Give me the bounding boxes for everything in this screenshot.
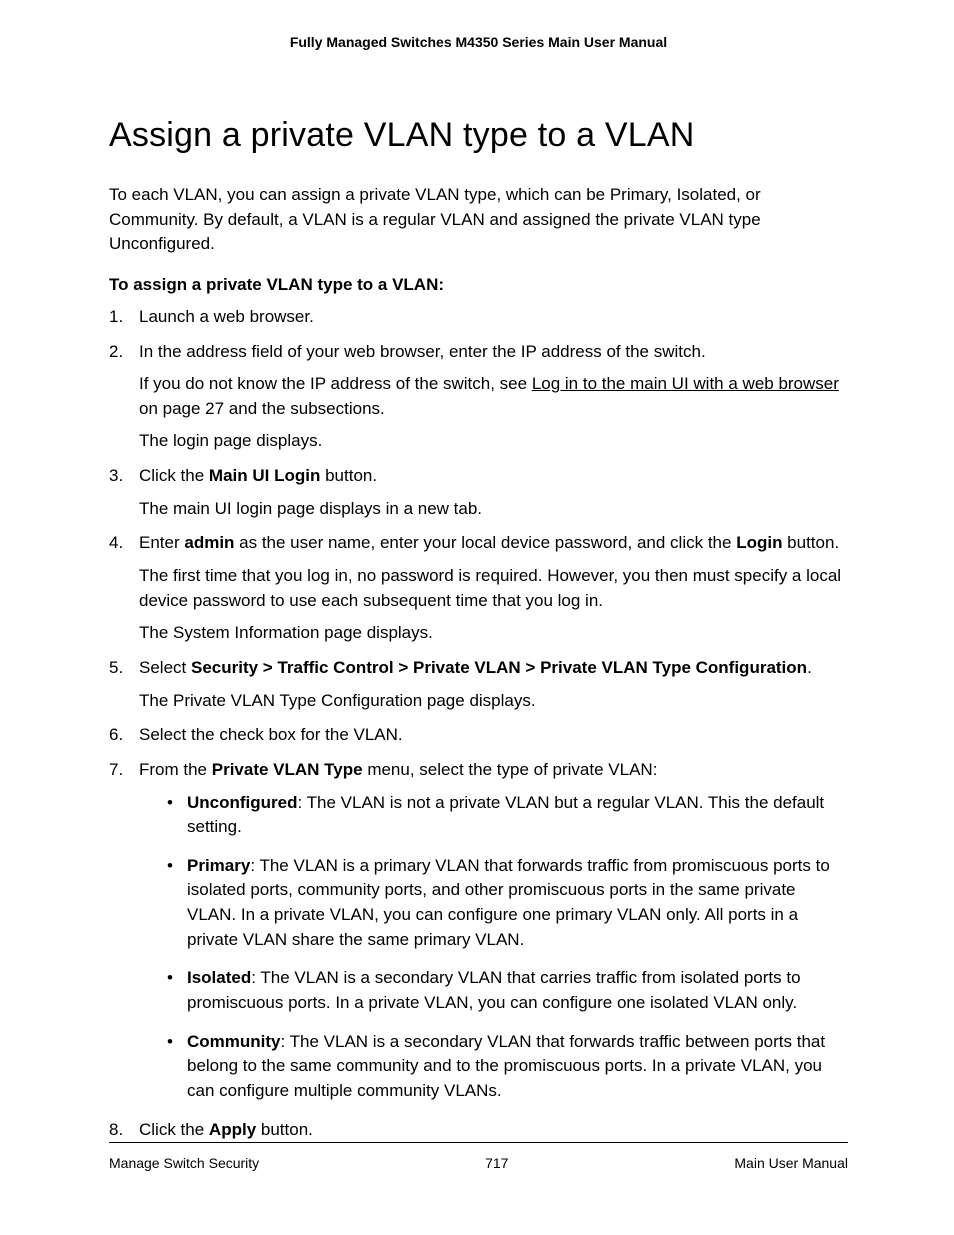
step-7: From the Private VLAN Type menu, select … xyxy=(109,758,848,1104)
vlan-type-list: Unconfigured: The VLAN is not a private … xyxy=(139,791,848,1104)
step-4-pre: Enter xyxy=(139,533,184,552)
step-2-result: The login page displays. xyxy=(139,429,848,454)
vlan-type-primary: Primary: The VLAN is a primary VLAN that… xyxy=(167,854,848,953)
step-8-pre: Click the xyxy=(139,1120,209,1139)
step-2-note: If you do not know the IP address of the… xyxy=(139,372,848,421)
step-7-post: menu, select the type of private VLAN: xyxy=(363,760,658,779)
vlan-type-isolated: Isolated: The VLAN is a secondary VLAN t… xyxy=(167,966,848,1015)
step-8: Click the Apply button. xyxy=(109,1118,848,1143)
footer-page-number: 717 xyxy=(485,1155,508,1171)
step-4-mid: as the user name, enter your local devic… xyxy=(234,533,736,552)
footer-right: Main User Manual xyxy=(734,1155,848,1171)
page-footer: Manage Switch Security 717 Main User Man… xyxy=(109,1142,848,1171)
step-4-b2: Login xyxy=(736,533,782,552)
steps-list: Launch a web browser. In the address fie… xyxy=(109,305,848,1142)
step-2-note-pre: If you do not know the IP address of the… xyxy=(139,374,532,393)
page-container: Fully Managed Switches M4350 Series Main… xyxy=(0,0,954,1235)
step-4: Enter admin as the user name, enter your… xyxy=(109,531,848,646)
bullet-1-bold: Unconfigured xyxy=(187,793,298,812)
step-5-result: The Private VLAN Type Configuration page… xyxy=(139,689,848,714)
step-5-post: . xyxy=(807,658,812,677)
step-6-text: Select the check box for the VLAN. xyxy=(139,725,403,744)
bullet-4-text: : The VLAN is a secondary VLAN that forw… xyxy=(187,1032,825,1100)
footer-left: Manage Switch Security xyxy=(109,1155,259,1171)
bullet-2-bold: Primary xyxy=(187,856,250,875)
step-3-bold: Main UI Login xyxy=(209,466,320,485)
step-8-post: button. xyxy=(256,1120,313,1139)
procedure-heading: To assign a private VLAN type to a VLAN: xyxy=(109,275,848,295)
bullet-3-text: : The VLAN is a secondary VLAN that carr… xyxy=(187,968,801,1012)
step-4-post: button. xyxy=(782,533,839,552)
step-1-text: Launch a web browser. xyxy=(139,307,314,326)
step-3-pre: Click the xyxy=(139,466,209,485)
step-1: Launch a web browser. xyxy=(109,305,848,330)
vlan-type-community: Community: The VLAN is a secondary VLAN … xyxy=(167,1030,848,1104)
login-link[interactable]: Log in to the main UI with a web browser xyxy=(532,374,839,393)
bullet-2-text: : The VLAN is a primary VLAN that forwar… xyxy=(187,856,830,949)
step-2-note-post: on page 27 and the subsections. xyxy=(139,399,385,418)
step-3-post: button. xyxy=(320,466,377,485)
page-title: Assign a private VLAN type to a VLAN xyxy=(109,116,848,155)
step-3: Click the Main UI Login button. The main… xyxy=(109,464,848,521)
step-5-bold: Security > Traffic Control > Private VLA… xyxy=(191,658,807,677)
vlan-type-unconfigured: Unconfigured: The VLAN is not a private … xyxy=(167,791,848,840)
bullet-4-bold: Community xyxy=(187,1032,281,1051)
step-2: In the address field of your web browser… xyxy=(109,340,848,455)
step-4-result: The System Information page displays. xyxy=(139,621,848,646)
step-5: Select Security > Traffic Control > Priv… xyxy=(109,656,848,713)
step-4-note: The first time that you log in, no passw… xyxy=(139,564,848,613)
step-5-pre: Select xyxy=(139,658,191,677)
step-7-pre: From the xyxy=(139,760,212,779)
doc-header: Fully Managed Switches M4350 Series Main… xyxy=(109,34,848,50)
bullet-3-bold: Isolated xyxy=(187,968,251,987)
step-3-result: The main UI login page displays in a new… xyxy=(139,497,848,522)
step-6: Select the check box for the VLAN. xyxy=(109,723,848,748)
step-4-b1: admin xyxy=(184,533,234,552)
step-2-text: In the address field of your web browser… xyxy=(139,342,706,361)
step-8-bold: Apply xyxy=(209,1120,256,1139)
step-7-bold: Private VLAN Type xyxy=(212,760,363,779)
intro-paragraph: To each VLAN, you can assign a private V… xyxy=(109,183,848,257)
